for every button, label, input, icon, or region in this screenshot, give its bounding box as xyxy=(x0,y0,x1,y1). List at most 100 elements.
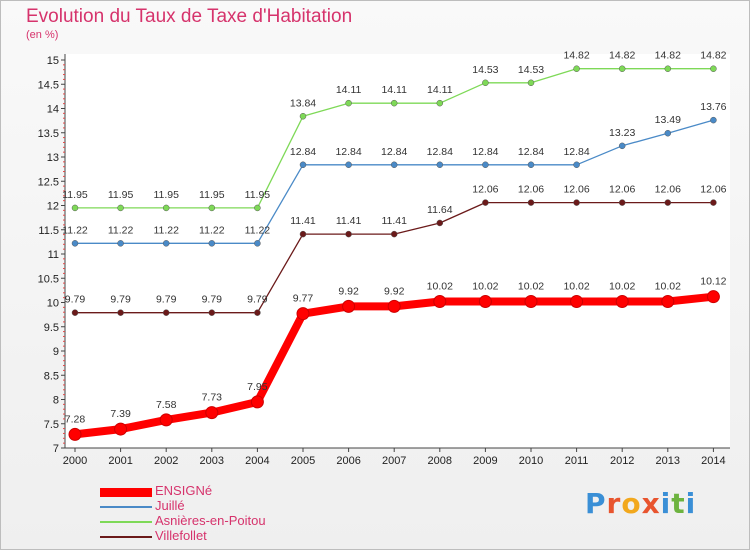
data-point xyxy=(664,129,672,137)
data-label: 11.22 xyxy=(62,224,88,236)
data-point xyxy=(345,161,352,169)
plot-area xyxy=(65,54,730,448)
x-tick-label: 2004 xyxy=(245,455,269,467)
data-label: 9.79 xyxy=(202,294,223,306)
data-label: 7.28 xyxy=(65,413,86,425)
data-point xyxy=(615,295,629,309)
data-label: 9.79 xyxy=(247,294,268,306)
logo-letter: r xyxy=(606,487,622,520)
data-point xyxy=(114,422,128,436)
logo-letter: x xyxy=(641,487,661,520)
data-point xyxy=(664,65,672,72)
data-label: 12.84 xyxy=(563,146,589,158)
data-point xyxy=(208,240,216,247)
data-point xyxy=(527,199,535,206)
data-label: 11.22 xyxy=(153,224,179,236)
data-point xyxy=(710,199,717,206)
y-tick-label: 9 xyxy=(53,346,59,358)
data-point xyxy=(390,230,398,238)
data-point xyxy=(706,290,720,304)
data-label: 14.11 xyxy=(381,84,407,96)
data-label: 12.06 xyxy=(563,184,589,196)
data-point xyxy=(296,307,310,321)
data-point xyxy=(342,299,356,313)
data-label: 12.06 xyxy=(609,184,635,196)
data-point xyxy=(482,199,489,206)
data-label: 12.84 xyxy=(381,146,407,158)
data-point xyxy=(710,65,717,72)
data-label: 14.11 xyxy=(427,84,453,96)
data-point xyxy=(254,240,261,247)
y-tick-label: 7.5 xyxy=(44,419,59,431)
x-tick-label: 2003 xyxy=(200,455,224,467)
legend-label: Juillé xyxy=(155,498,185,513)
data-point xyxy=(482,79,489,87)
data-label: 12.84 xyxy=(335,146,361,158)
data-label: 12.06 xyxy=(472,184,498,196)
data-point xyxy=(250,395,264,409)
data-label: 7.39 xyxy=(110,408,131,420)
data-label: 11.64 xyxy=(427,204,453,216)
data-label: 9.92 xyxy=(384,285,405,297)
data-label: 14.11 xyxy=(336,84,362,96)
data-point xyxy=(71,204,79,212)
data-point xyxy=(205,406,219,420)
legend-label: Asnières-en-Poitou xyxy=(155,513,266,528)
data-point xyxy=(208,204,216,212)
data-point xyxy=(433,295,447,309)
y-tick-label: 12.5 xyxy=(38,176,59,188)
data-label: 12.84 xyxy=(518,146,544,158)
data-point xyxy=(345,99,352,107)
legend-swatch xyxy=(100,506,152,508)
y-tick-label: 15 xyxy=(47,55,59,67)
y-tick-label: 13 xyxy=(47,152,59,164)
data-label: 9.79 xyxy=(110,294,131,306)
logo-letter: o xyxy=(621,487,642,520)
data-point xyxy=(527,161,535,169)
legend-label: Villefollet xyxy=(155,528,207,543)
y-axis-unit: (en %) xyxy=(26,29,59,41)
y-tick-label: 12 xyxy=(47,201,59,213)
proxiti-logo: Proxiti xyxy=(585,487,696,520)
x-tick-label: 2011 xyxy=(565,455,589,467)
data-point xyxy=(71,240,79,247)
data-label: 10.02 xyxy=(427,281,453,293)
data-label: 9.92 xyxy=(338,285,359,297)
data-point xyxy=(664,199,672,206)
y-tick-label: 8.5 xyxy=(44,370,59,382)
data-point xyxy=(573,65,580,72)
data-point xyxy=(299,113,307,120)
x-tick-label: 2013 xyxy=(656,455,680,467)
data-label: 11.22 xyxy=(245,224,271,236)
x-tick-label: 2008 xyxy=(428,455,452,467)
data-point xyxy=(573,161,580,169)
data-point xyxy=(570,295,584,309)
y-tick-label: 14 xyxy=(47,104,59,116)
data-label: 10.02 xyxy=(518,281,544,293)
data-point xyxy=(345,230,352,238)
data-label: 12.84 xyxy=(427,146,453,158)
data-label: 11.22 xyxy=(108,224,134,236)
data-point xyxy=(618,199,626,206)
data-point xyxy=(162,204,170,212)
data-label: 11.22 xyxy=(199,224,225,236)
data-label: 11.41 xyxy=(290,215,316,227)
x-tick-label: 2009 xyxy=(473,455,497,467)
data-point xyxy=(524,295,538,309)
data-point xyxy=(478,295,492,309)
data-label: 7.58 xyxy=(156,399,177,411)
data-label: 14.82 xyxy=(700,50,726,62)
y-tick-label: 11 xyxy=(48,249,59,261)
logo-letter: P xyxy=(585,487,607,520)
data-point xyxy=(254,204,261,212)
x-tick-label: 2005 xyxy=(291,455,315,467)
y-tick-label: 8 xyxy=(53,395,59,407)
data-label: 7.73 xyxy=(202,392,223,404)
data-label: 11.41 xyxy=(381,215,407,227)
x-tick-label: 2001 xyxy=(108,455,132,467)
data-point xyxy=(162,309,170,316)
data-point xyxy=(482,161,489,169)
data-point xyxy=(117,309,124,316)
data-label: 10.12 xyxy=(700,276,726,288)
